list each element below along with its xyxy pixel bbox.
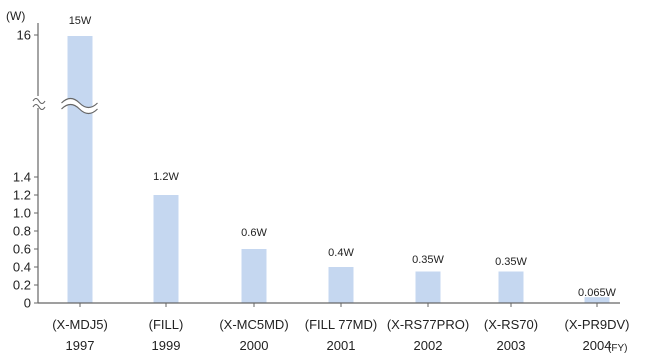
bar-break-line	[61, 97, 98, 109]
data-label: 0.4W	[328, 247, 354, 259]
x-category-year-label: 2000	[240, 338, 269, 353]
bar-2003	[498, 271, 524, 303]
x-category-model-label: (X-PR9DV)	[564, 317, 629, 332]
y-axis-break-mark	[32, 103, 46, 111]
bar-2004	[584, 297, 610, 303]
axis-group	[34, 23, 620, 307]
y-tick-label: 1.2	[13, 188, 31, 203]
data-label: 1.2W	[153, 171, 179, 183]
y-tick-label: 16	[17, 28, 31, 43]
y-tick-label: 0.8	[13, 224, 31, 239]
data-label: 15W	[69, 15, 92, 27]
bars-group	[67, 36, 610, 303]
bar-2001	[328, 267, 354, 303]
x-category-year-label: 1999	[152, 338, 181, 353]
bar-2002	[415, 271, 441, 303]
x-category-year-label: 2001	[327, 338, 356, 353]
x-category-year-label: 1997	[66, 338, 95, 353]
axis-break-group	[32, 97, 98, 115]
labels-group: 0 0.2 0.4 0.6 0.8 1.0 1.2 1.4 16 15W 1.2W 0.6W 0.4W 0…	[13, 15, 630, 353]
data-label: 0.6W	[241, 227, 267, 239]
x-category-model-label: (X-MDJ5)	[52, 317, 108, 332]
data-label: 0.065W	[578, 287, 617, 299]
y-tick-label: 0.4	[13, 260, 31, 275]
y-tick-label: 0.6	[13, 242, 31, 257]
x-category-model-label: (X-MC5MD)	[219, 317, 288, 332]
y-tick-label: 0	[24, 296, 31, 311]
bar-break-gap	[61, 98, 98, 114]
y-tick-label: 1.0	[13, 206, 31, 221]
bar-2000	[241, 249, 267, 303]
x-category-model-label: (FILL 77MD)	[305, 317, 377, 332]
y-tick-label: 1.4	[13, 170, 31, 185]
x-category-model-label: (X-RS77PRO)	[387, 317, 469, 332]
x-category-year-label: 2003	[497, 338, 526, 353]
bar-1999	[153, 195, 179, 303]
y-axis-break-mark	[32, 97, 46, 105]
x-category-year-label: 2004	[583, 338, 612, 353]
x-category-model-label: (X-RS70)	[484, 317, 538, 332]
bar-break-line	[61, 103, 98, 115]
data-label: 0.35W	[412, 254, 444, 266]
x-unit-label: (FY)	[608, 343, 627, 354]
x-category-year-label: 2002	[414, 338, 443, 353]
y-tick-label: 0.2	[13, 278, 31, 293]
bar-1997	[67, 36, 93, 303]
x-category-model-label: (FILL)	[149, 317, 184, 332]
data-label: 0.35W	[495, 256, 527, 268]
y-unit-label: (W)	[6, 9, 25, 23]
